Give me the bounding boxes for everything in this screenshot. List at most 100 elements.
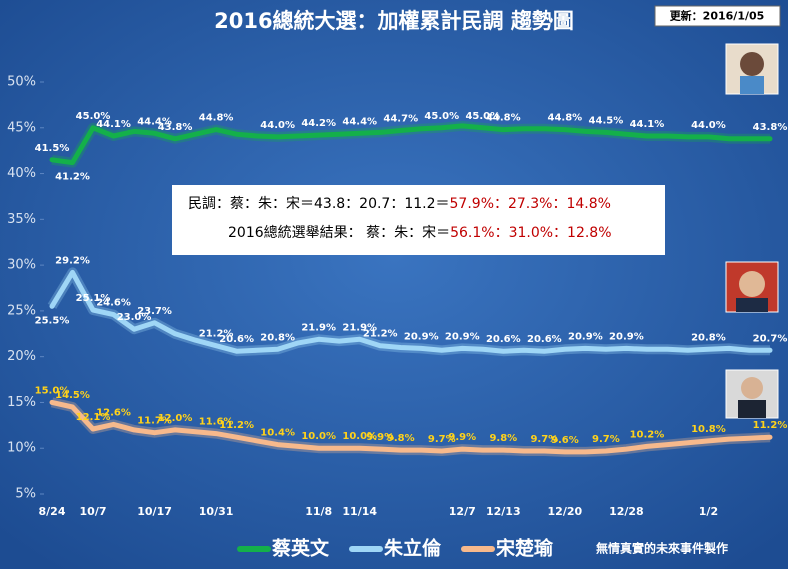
- y-tick-label: 45%: [7, 120, 36, 135]
- data-label: 44.0%: [691, 120, 726, 131]
- data-label: 11.7%: [137, 416, 172, 427]
- data-label: 44.8%: [548, 113, 583, 124]
- y-tick-label: 30%: [7, 258, 36, 273]
- data-label: 10.2%: [630, 429, 665, 440]
- data-label: 10.0%: [342, 431, 377, 442]
- data-label: 41.5%: [35, 143, 70, 154]
- data-label: 25.1%: [76, 293, 111, 304]
- data-label: 29.2%: [55, 255, 90, 266]
- data-label: 44.2%: [301, 118, 336, 129]
- photo-figure: [741, 377, 763, 399]
- data-label: 43.8%: [158, 122, 193, 133]
- series-line: [49, 123, 773, 166]
- y-tick-label: 40%: [7, 166, 36, 181]
- photo-figure: [736, 298, 768, 312]
- data-label: 24.6%: [96, 298, 131, 309]
- data-label: 45.0%: [76, 111, 111, 122]
- x-tick-label: 10/17: [137, 505, 172, 518]
- annotation-text: 民調：蔡：朱：宋＝43.8：20.7：11.2＝: [188, 196, 450, 212]
- data-label: 20.8%: [260, 332, 295, 343]
- data-label: 20.9%: [568, 331, 603, 342]
- x-tick-label: 12/28: [609, 505, 644, 518]
- data-label: 21.2%: [363, 329, 398, 340]
- credit: 無情真實的未來事件製作: [596, 541, 728, 556]
- data-label: 20.9%: [404, 331, 439, 342]
- photo-figure: [739, 271, 765, 297]
- x-tick-label: 11/14: [342, 505, 377, 518]
- data-label: 9.8%: [489, 433, 517, 444]
- data-label: 9.7%: [592, 434, 620, 445]
- data-label: 23.0%: [117, 312, 152, 323]
- annotation-result: 56.1%：31.0%：12.8%: [450, 225, 611, 241]
- data-label: 44.8%: [486, 113, 521, 124]
- data-label: 9.7%: [530, 434, 558, 445]
- y-tick-label: 20%: [7, 349, 36, 364]
- data-label: 45.0%: [424, 111, 459, 122]
- data-label: 45.0%: [465, 111, 500, 122]
- data-label: 23.7%: [137, 306, 172, 317]
- y-tick-label: 50%: [7, 75, 36, 90]
- x-tick-label: 10/31: [199, 505, 234, 518]
- data-label: 43.8%: [753, 122, 788, 133]
- data-label: 25.5%: [35, 315, 70, 326]
- photo-figure: [740, 76, 764, 94]
- data-label: 44.7%: [383, 114, 418, 125]
- data-label: 10.0%: [301, 431, 336, 442]
- x-tick-label: 12/20: [548, 505, 583, 518]
- data-label: 41.2%: [55, 172, 90, 183]
- legend-label: 朱立倫: [384, 537, 442, 560]
- x-tick-label: 12/13: [486, 505, 521, 518]
- data-label: 44.4%: [342, 116, 377, 127]
- y-tick-label: 15%: [7, 395, 36, 410]
- y-tick-label: 35%: [7, 212, 36, 227]
- series-line: [49, 269, 773, 354]
- data-label: 44.0%: [260, 120, 295, 131]
- data-label: 12.6%: [96, 407, 131, 418]
- annotation-line: 2016總統選舉結果： 蔡：朱：宋＝56.1%：31.0%：12.8%: [228, 224, 612, 241]
- data-label: 44.5%: [589, 115, 624, 126]
- data-label: 20.6%: [219, 334, 254, 345]
- plot-area: 5% 10% 15% 20% 25% 30% 35% 40% 45% 50% 8/24 10/7 10/…: [7, 75, 787, 519]
- data-label: 9.6%: [551, 435, 579, 446]
- data-label: 10.4%: [260, 428, 295, 439]
- x-tick-label: 1/2: [699, 505, 718, 518]
- data-label: 10.8%: [691, 424, 726, 435]
- data-label: 14.5%: [55, 390, 90, 401]
- data-label: 20.6%: [527, 334, 562, 345]
- data-label: 11.2%: [219, 420, 254, 431]
- annotation-text: 2016總統選舉結果： 蔡：朱：宋＝: [228, 224, 450, 241]
- y-tick-label: 5%: [15, 487, 36, 502]
- data-label: 9.9%: [448, 432, 476, 443]
- data-label: 44.8%: [199, 113, 234, 124]
- data-label: 9.9%: [366, 432, 394, 443]
- annotation-result: 57.9%：27.3%：14.8%: [450, 196, 611, 212]
- series-line: [49, 399, 773, 455]
- data-label: 20.7%: [753, 333, 788, 344]
- legend-label: 宋楚瑜: [495, 537, 554, 560]
- data-label: 21.9%: [301, 322, 336, 333]
- photo-figure: [738, 400, 766, 418]
- data-label: 44.4%: [137, 116, 172, 127]
- data-label: 21.2%: [199, 329, 234, 340]
- data-label: 21.9%: [342, 322, 377, 333]
- x-tick-label: 10/7: [80, 505, 107, 518]
- legend-label: 蔡英文: [272, 537, 330, 560]
- data-label: 20.9%: [445, 331, 480, 342]
- data-label: 20.8%: [691, 332, 726, 343]
- y-tick-label: 25%: [7, 303, 36, 318]
- annotation-line: 民調：蔡：朱：宋＝43.8：20.7：11.2＝57.9%：27.3%：14.8…: [188, 196, 611, 212]
- photo-figure: [740, 52, 764, 76]
- x-tick-label: 11/8: [305, 505, 332, 518]
- x-tick-label: 8/24: [39, 505, 66, 518]
- data-label: 44.1%: [630, 119, 665, 130]
- data-label: 44.1%: [96, 119, 131, 130]
- data-label: 20.6%: [486, 334, 521, 345]
- annotation-box: [172, 185, 665, 255]
- update-box: [654, 5, 781, 27]
- data-label: 20.9%: [609, 331, 644, 342]
- data-label: 12.0%: [158, 413, 193, 424]
- data-label: 12.1%: [76, 412, 111, 423]
- data-label: 9.8%: [387, 433, 415, 444]
